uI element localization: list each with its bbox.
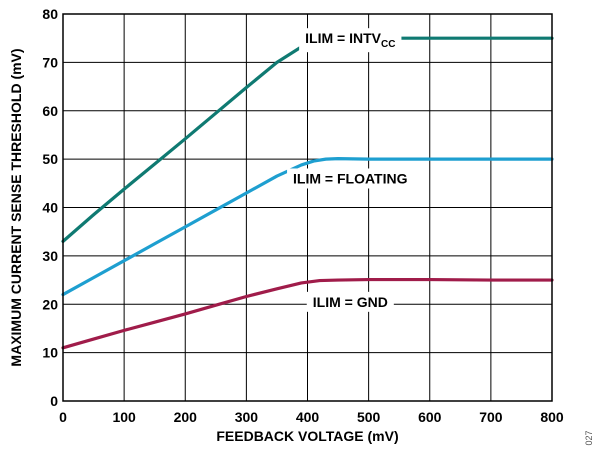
y-axis-title: MAXIMUM CURRENT SENSE THRESHOLD (mV) (8, 48, 24, 366)
plot-frame (62, 13, 553, 402)
y-tick-label: 60 (42, 103, 58, 119)
series-label-2: ILIM = GND (306, 291, 394, 312)
series-label-text: ILIM = GND (313, 294, 388, 310)
y-tick-label: 0 (50, 393, 58, 409)
x-tick-label: 0 (59, 409, 67, 425)
grid (63, 14, 552, 401)
series-labels: ILIM = INTVCC ILIM = FLOATING ILIM = GND (287, 28, 414, 312)
x-tick-label: 300 (235, 409, 259, 425)
series-label-main: ILIM = FLOATING (293, 170, 408, 186)
x-tick-label: 100 (112, 409, 136, 425)
series-label-main: ILIM = GND (313, 294, 388, 310)
x-tick-label: 400 (296, 409, 320, 425)
y-tick-labels: 0 10 20 30 40 50 60 70 80 (42, 6, 58, 409)
y-tick-label: 80 (42, 6, 58, 22)
y-tick-label: 40 (42, 200, 58, 216)
x-tick-labels: 0 100 200 300 400 500 600 700 800 (59, 409, 564, 425)
figure-id: 027 (584, 430, 594, 445)
x-tick-label: 500 (357, 409, 381, 425)
series-label-0: ILIM = INTVCC (299, 28, 402, 53)
x-tick-label: 700 (479, 409, 503, 425)
series-label-text: ILIM = INTVCC (305, 30, 395, 50)
series-label-text: ILIM = FLOATING (293, 170, 408, 186)
series-label-subscript: CC (381, 39, 395, 50)
series-label-background (287, 168, 414, 189)
x-tick-label: 200 (174, 409, 198, 425)
y-tick-label: 20 (42, 296, 58, 312)
series-label-1: ILIM = FLOATING (287, 168, 414, 189)
series-label-background (299, 28, 402, 53)
series-label-main: ILIM = INTV (305, 30, 382, 46)
x-tick-label: 800 (540, 409, 564, 425)
series-label-background (306, 291, 394, 312)
y-tick-label: 50 (42, 151, 58, 167)
series-line-2 (61, 277, 554, 350)
y-tick-label: 10 (42, 345, 58, 361)
y-tick-label: 70 (42, 54, 58, 70)
x-axis-title: FEEDBACK VOLTAGE (mV) (216, 428, 398, 444)
x-tick-label: 600 (418, 409, 442, 425)
y-tick-label: 30 (42, 248, 58, 264)
